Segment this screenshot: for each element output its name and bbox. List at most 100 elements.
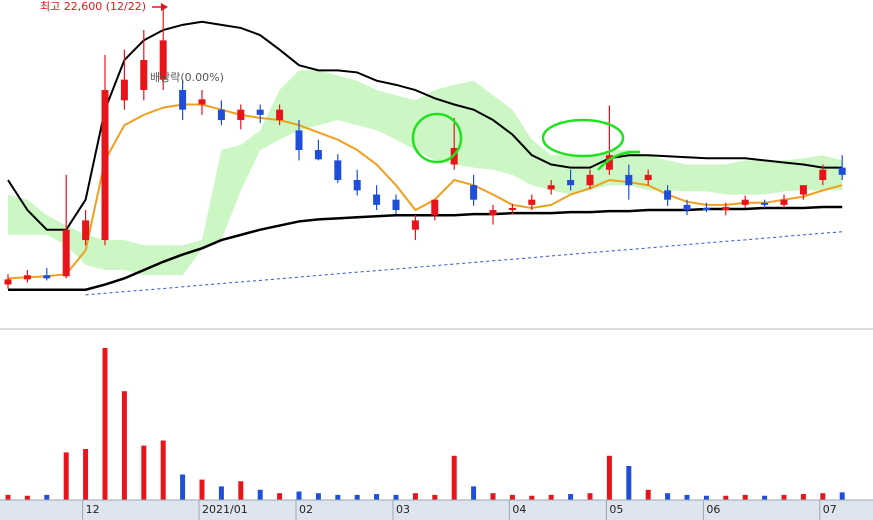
candle-body (780, 199, 788, 205)
candle-body (179, 90, 187, 110)
x-tick-label: 06 (706, 503, 720, 516)
candle-body (702, 207, 710, 211)
volume-bar (277, 493, 283, 500)
volume-bar (102, 348, 108, 500)
candle-body (217, 109, 225, 121)
candle-body (82, 220, 90, 241)
candle-body (528, 199, 536, 205)
candle-body (392, 199, 400, 211)
volume-bar (839, 492, 845, 500)
candle-body (353, 180, 361, 191)
volume-bar (374, 494, 380, 500)
volume-bar (335, 494, 341, 500)
candle-body (120, 79, 128, 101)
volume-bar (568, 494, 574, 500)
candle-body (101, 90, 109, 241)
moving-average-line (7, 20, 843, 231)
volume-bar (315, 493, 321, 500)
candle-body (276, 109, 284, 121)
annotation-circle (541, 118, 625, 158)
volume-bar (587, 493, 593, 500)
candle-body (334, 160, 342, 181)
x-tick-label: 12 (86, 503, 100, 516)
volume-bar (180, 474, 186, 500)
cloud (8, 70, 843, 276)
x-tick-label: 07 (823, 503, 837, 516)
volume-bar (63, 452, 69, 500)
candle-body (314, 150, 322, 160)
candle-body (741, 199, 749, 205)
volume-bar (645, 489, 651, 500)
volume-bar (548, 494, 554, 500)
plot (4, 5, 846, 500)
volume-bar (684, 494, 690, 500)
candle-body (761, 202, 769, 205)
candle-body (4, 279, 12, 285)
volume-bar (393, 494, 399, 500)
volume-bar (238, 481, 244, 500)
event-label: 배당락(0.00%) (150, 71, 224, 84)
volume-bar (529, 495, 535, 500)
candle-body (470, 185, 478, 200)
x-tick-label: 02 (299, 503, 313, 516)
volume-bar (509, 494, 515, 500)
candle-body (489, 210, 497, 216)
volume-bar (665, 493, 671, 500)
volume-bar (354, 494, 360, 500)
candle-body (605, 155, 613, 170)
candle-body (664, 190, 672, 200)
volume-bar (296, 491, 302, 500)
volume-bar (800, 494, 806, 500)
x-tick-label: 04 (512, 503, 526, 516)
volume-bar (160, 440, 166, 500)
volume-bar (703, 495, 709, 500)
volume-bar (121, 391, 127, 500)
moving-average-line (7, 103, 843, 280)
volume-bar (723, 495, 729, 500)
candle-body (373, 194, 381, 205)
volume-bar (471, 486, 477, 500)
volume-bar (432, 494, 438, 500)
candle-body (819, 169, 827, 181)
volume-bar (83, 449, 89, 500)
candle-body (799, 185, 807, 195)
candle-body (43, 275, 51, 279)
candle-body (567, 180, 575, 186)
candle-body (722, 206, 730, 211)
candle-body (198, 99, 206, 105)
high-arrowhead (161, 3, 168, 11)
x-tick-label: 05 (609, 503, 623, 516)
volume-bar (742, 494, 748, 500)
volume-bar (762, 495, 768, 500)
volume-bar (218, 486, 224, 500)
candle-body (295, 130, 303, 151)
candle-body (683, 204, 691, 211)
volume-bar (24, 495, 30, 500)
candle-body (23, 275, 31, 280)
candle-body (256, 109, 264, 115)
volume-bar (490, 493, 496, 500)
x-axis-strip (0, 500, 873, 520)
volume-bar (781, 494, 787, 500)
volume-bar (820, 493, 826, 500)
volume-bar (412, 493, 418, 500)
x-tick-label: 03 (396, 503, 410, 516)
volume-bar (141, 445, 147, 500)
candle-body (62, 229, 70, 277)
moving-average-line (85, 231, 843, 296)
candle-body (431, 199, 439, 216)
candle-body (140, 60, 148, 91)
volume-bar (257, 489, 263, 500)
high-label: 최고 22,600 (12/22) (40, 0, 146, 13)
candle-body (586, 174, 594, 186)
volume-bar (199, 479, 205, 500)
annotation-circle (411, 112, 463, 164)
volume-bar (44, 494, 50, 500)
candle-body (411, 220, 419, 230)
candle-body (625, 174, 633, 186)
volume-bar (451, 455, 457, 500)
annotation-stroke (597, 150, 641, 171)
candle-body (838, 167, 846, 175)
candle-body (644, 174, 652, 181)
